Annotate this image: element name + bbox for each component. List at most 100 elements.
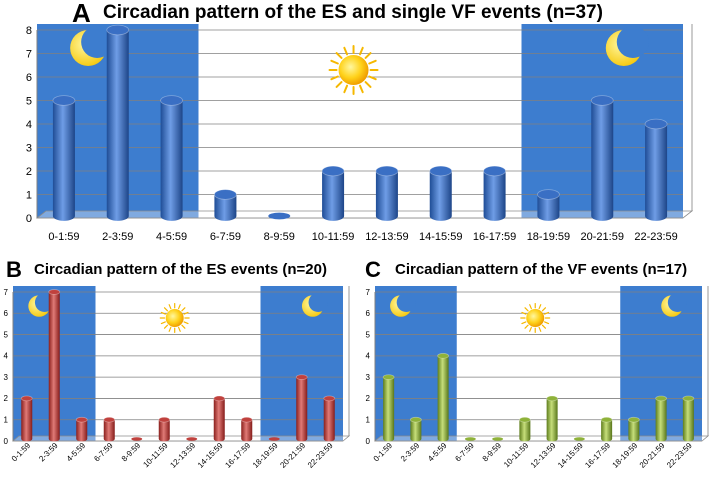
panel-c-x-tick: 2-3:59 (399, 441, 422, 464)
panel-c-bar-8-9:59 (492, 437, 504, 441)
panel-a-bar-4-5:59 (160, 95, 183, 221)
panel-a-sun-icon (328, 45, 379, 95)
panel-a-x-tick: 12-13:59 (365, 231, 408, 243)
panel-a-bar-10-11:59 (321, 165, 345, 221)
panel-c-x-tick: 12-13:59 (529, 441, 558, 470)
panel-a-x-tick: 4-5:59 (156, 231, 187, 243)
panel-c-x-tick: 4-5:59 (426, 441, 449, 464)
panel-c-bar-10-11:59 (518, 416, 531, 442)
panel-a-y-tick: 0 (26, 213, 32, 225)
panel-a-y-tick: 7 (26, 48, 32, 60)
panel-b-bar-8-9:59 (131, 437, 143, 441)
panel-c-y-tick: 5 (366, 330, 371, 339)
panel-c-bar-4-5:59 (437, 353, 450, 442)
panel-b-bar-2-3:59 (48, 289, 61, 442)
panel-c-moon-icon (390, 292, 416, 317)
panel-a-x-tick: 2-3:59 (102, 231, 133, 243)
panel-c-y-tick: 3 (366, 373, 371, 382)
panel-c-bar-0-1:59 (382, 374, 395, 442)
panel-c-x-tick: 8-9:59 (481, 441, 504, 464)
panel-a-bar-14-15:59 (429, 165, 453, 221)
panel-a-x-tick: 8-9:59 (264, 231, 295, 243)
panel-b-x-tick: 0-1:59 (10, 441, 33, 464)
panel-b-bar-16-17:59 (240, 416, 253, 442)
panel-a-bar-20-21:59 (590, 95, 614, 221)
panel-c-y-tick: 6 (366, 309, 371, 318)
panel-c-y-tick: 2 (366, 394, 371, 403)
panel-b-y-tick: 0 (4, 437, 9, 446)
panel-c-bar-2-3:59 (409, 416, 422, 442)
panel-a-letter: A (72, 0, 91, 28)
panel-a-x-tick: 22-23:59 (634, 231, 677, 243)
panel-b-x-tick: 14-15:59 (196, 441, 225, 470)
panel-c-x-tick: 14-15:59 (556, 441, 585, 470)
panel-b-x-tick: 8-9:59 (120, 441, 143, 464)
panel-a-bar-6-7:59 (214, 189, 237, 221)
panel-c-bar-18-19:59 (627, 416, 640, 442)
panel-a-bar-22-23:59 (644, 118, 668, 221)
panel-b-y-tick: 1 (4, 416, 9, 425)
panel-c-x-tick: 22-23:59 (665, 441, 694, 470)
panel-b-title: Circadian pattern of the ES events (n=20… (34, 261, 327, 278)
panel-a-x-tick: 14-15:59 (419, 231, 462, 243)
panel-a-y-tick: 4 (26, 119, 32, 131)
panel-c-x-tick: 20-21:59 (638, 441, 667, 470)
panel-b-y-tick: 6 (4, 309, 9, 318)
panel-a-y-tick: 3 (26, 142, 32, 154)
panel-b-bar-6-7:59 (103, 416, 116, 442)
panel-b-x-tick: 6-7:59 (92, 441, 115, 464)
panel-c-bar-6-7:59 (464, 437, 476, 441)
panel-a-x-tick: 0-1:59 (48, 231, 79, 243)
panel-b-bar-10-11:59 (158, 416, 171, 442)
panel-a-bar-18-19:59 (537, 189, 560, 221)
panel-a-x-tick: 10-11:59 (312, 231, 355, 243)
panel-a-bar-0-1:59 (52, 95, 76, 221)
panel-c-bar-12-13:59 (546, 395, 559, 442)
panel-a-bar-8-9:59 (268, 212, 291, 220)
panel-a-title: Circadian pattern of the ES and single V… (103, 2, 603, 23)
panel-b-bar-4-5:59 (75, 416, 88, 442)
panel-a-bar-12-13:59 (375, 165, 399, 221)
panel-a-y-tick: 8 (26, 25, 32, 37)
panel-c-y-tick: 7 (366, 288, 371, 297)
panel-b-bar-18-19:59 (268, 437, 280, 441)
panel-b-bar-22-23:59 (323, 395, 336, 442)
panel-c-x-tick: 18-19:59 (611, 441, 640, 470)
panel-b-x-tick: 22-23:59 (306, 441, 335, 470)
panel-c-moon-icon (661, 292, 688, 317)
panel-c-y-tick: 0 (366, 437, 371, 446)
panel-b-x-tick: 16-17:59 (223, 441, 252, 470)
panel-a-x-tick: 20-21:59 (581, 231, 624, 243)
panel-b-letter: B (6, 257, 22, 282)
panel-b-x-tick: 20-21:59 (278, 441, 307, 470)
panel-a-y-tick: 6 (26, 72, 32, 84)
panel-b-bar-0-1:59 (20, 395, 33, 442)
panel-b-moon-icon (301, 292, 328, 317)
panel-b-y-tick: 5 (4, 330, 9, 339)
panel-a-bar-2-3:59 (106, 24, 130, 221)
panel-a-x-tick: 16-17:59 (473, 231, 516, 243)
panel-c-x-tick: 10-11:59 (502, 441, 531, 470)
panel-c-bar-16-17:59 (600, 416, 613, 442)
panel-a-moon-icon (70, 26, 114, 66)
panel-b-y-tick: 3 (4, 373, 9, 382)
panel-b-x-tick: 10-11:59 (141, 441, 170, 470)
panel-a-x-tick: 6-7:59 (210, 231, 241, 243)
panel-a-moon-icon (605, 26, 649, 66)
panel-c-x-tick: 0-1:59 (372, 441, 395, 464)
panel-c-sun-icon (520, 303, 551, 333)
panel-a-x-tick: 18-19:59 (527, 231, 570, 243)
panel-c-x-tick: 6-7:59 (453, 441, 476, 464)
panel-b-x-tick: 2-3:59 (37, 441, 60, 464)
panel-c-bar-14-15:59 (573, 437, 585, 441)
panel-c-y-tick: 1 (366, 416, 371, 425)
panel-c-x-tick: 16-17:59 (583, 441, 612, 470)
panel-b-sun-icon (159, 303, 190, 333)
panel-b-x-tick: 12-13:59 (168, 441, 197, 470)
panel-b-y-tick: 4 (4, 352, 9, 361)
panel-c-bar-20-21:59 (655, 395, 668, 442)
panel-a-y-tick: 5 (26, 95, 32, 107)
panel-b-x-tick: 18-19:59 (251, 441, 280, 470)
panel-b-y-tick: 7 (4, 288, 9, 297)
